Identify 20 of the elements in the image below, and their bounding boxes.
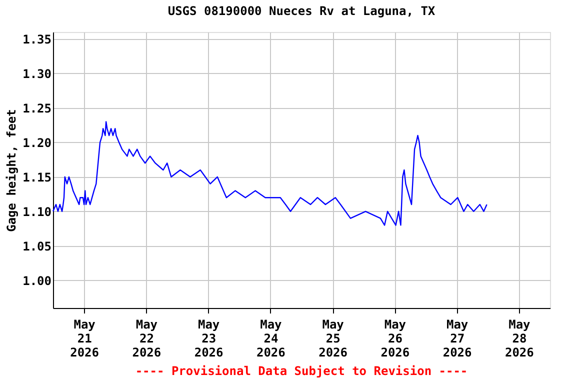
chart-title: USGS 08190000 Nueces Rv at Laguna, TX (168, 4, 436, 18)
y-tick-label: 1.30 (22, 66, 52, 81)
y-tick-label: 1.15 (22, 170, 52, 184)
y-tick-label: 1.10 (22, 204, 52, 219)
x-tick-label: May 28 2026 (504, 318, 534, 360)
x-tick-label: May 25 2026 (318, 318, 348, 360)
x-tick-label: May 23 2026 (194, 318, 224, 360)
x-tick-label: May 26 2026 (380, 318, 410, 360)
y-tick-label: 1.25 (22, 101, 52, 116)
line-series (52, 121, 488, 226)
y-tick-label: 1.20 (22, 136, 52, 150)
y-tick-label: 1.35 (22, 32, 52, 46)
x-tick-label: May 27 2026 (442, 318, 472, 360)
x-tick-label: May 22 2026 (132, 318, 162, 360)
x-tick-label: May 24 2026 (256, 318, 286, 360)
y-tick-label: 1.05 (22, 239, 52, 254)
x-tick-label: May 21 2026 (70, 318, 100, 360)
text: ---- Provisional Data Subject to Revision ---- (135, 364, 468, 378)
y-tick-label: 1.00 (22, 274, 52, 288)
y-axis-title: Gage height, feet (4, 109, 19, 232)
